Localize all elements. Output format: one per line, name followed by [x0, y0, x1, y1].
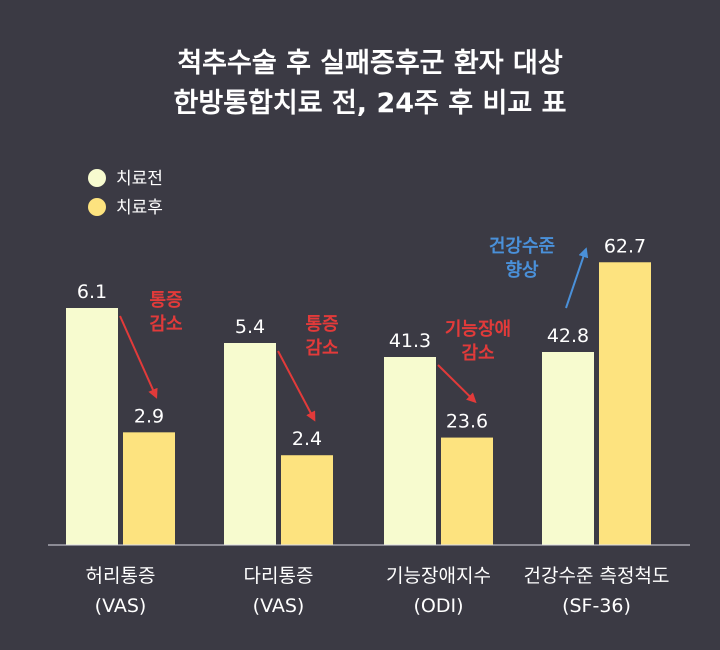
decrease-arrow	[119, 315, 158, 399]
decrease-arrow	[277, 350, 316, 422]
legend-after-swatch	[88, 198, 106, 216]
bar-after	[599, 262, 651, 545]
value-label-after: 23.6	[446, 411, 488, 433]
category-sublabel: (VAS)	[95, 595, 147, 617]
legend-after-label: 치료후	[116, 198, 163, 218]
category-label: 건강수준 측정척도	[524, 565, 670, 587]
chart-title-line2: 한방통합치료 전, 24주 후 비교 표	[174, 88, 567, 119]
annotation-line2: 감소	[149, 314, 182, 335]
bar-before	[542, 352, 594, 545]
bars-layer: 6.1 2.9 허리통증 (VAS) 5.4 2.4 다리통증 (VAS) 41.3 23.6 기능…	[48, 235, 690, 617]
increase-arrow	[565, 247, 589, 309]
bar-before	[66, 308, 118, 545]
value-label-before: 5.4	[235, 316, 265, 338]
annotation-line2: 감소	[461, 343, 494, 364]
decrease-arrow	[437, 364, 477, 404]
legend-before-swatch	[88, 169, 106, 187]
value-label-before: 42.8	[547, 325, 589, 347]
chart-title-line1: 척추수술 후 실패증후군 환자 대상	[177, 48, 563, 79]
category-label: 허리통증	[86, 565, 156, 587]
annotation-line2: 감소	[305, 338, 338, 359]
value-label-after: 2.9	[134, 405, 164, 427]
annotation-line1: 기능장애	[445, 319, 511, 340]
value-label-before: 41.3	[389, 330, 431, 352]
value-label-before: 6.1	[77, 281, 107, 303]
legend-before-label: 치료전	[116, 169, 163, 189]
bar-after	[441, 437, 493, 545]
annotation-line1: 건강수준	[489, 236, 555, 257]
annotation-line1: 통증	[305, 314, 338, 335]
value-label-after: 62.7	[604, 235, 646, 257]
category-sublabel: (SF-36)	[562, 595, 631, 617]
category-label: 기능장애지수	[386, 565, 491, 587]
value-label-after: 2.4	[292, 428, 322, 450]
bar-after	[281, 455, 333, 545]
bar-before	[224, 343, 276, 545]
bar-after	[123, 432, 175, 545]
category-sublabel: (ODI)	[413, 595, 463, 617]
bar-before	[384, 357, 436, 545]
annotation-line2: 향상	[505, 260, 539, 281]
annotation-line1: 통증	[149, 290, 182, 311]
category-sublabel: (VAS)	[253, 595, 305, 617]
category-label: 다리통증	[244, 565, 314, 587]
